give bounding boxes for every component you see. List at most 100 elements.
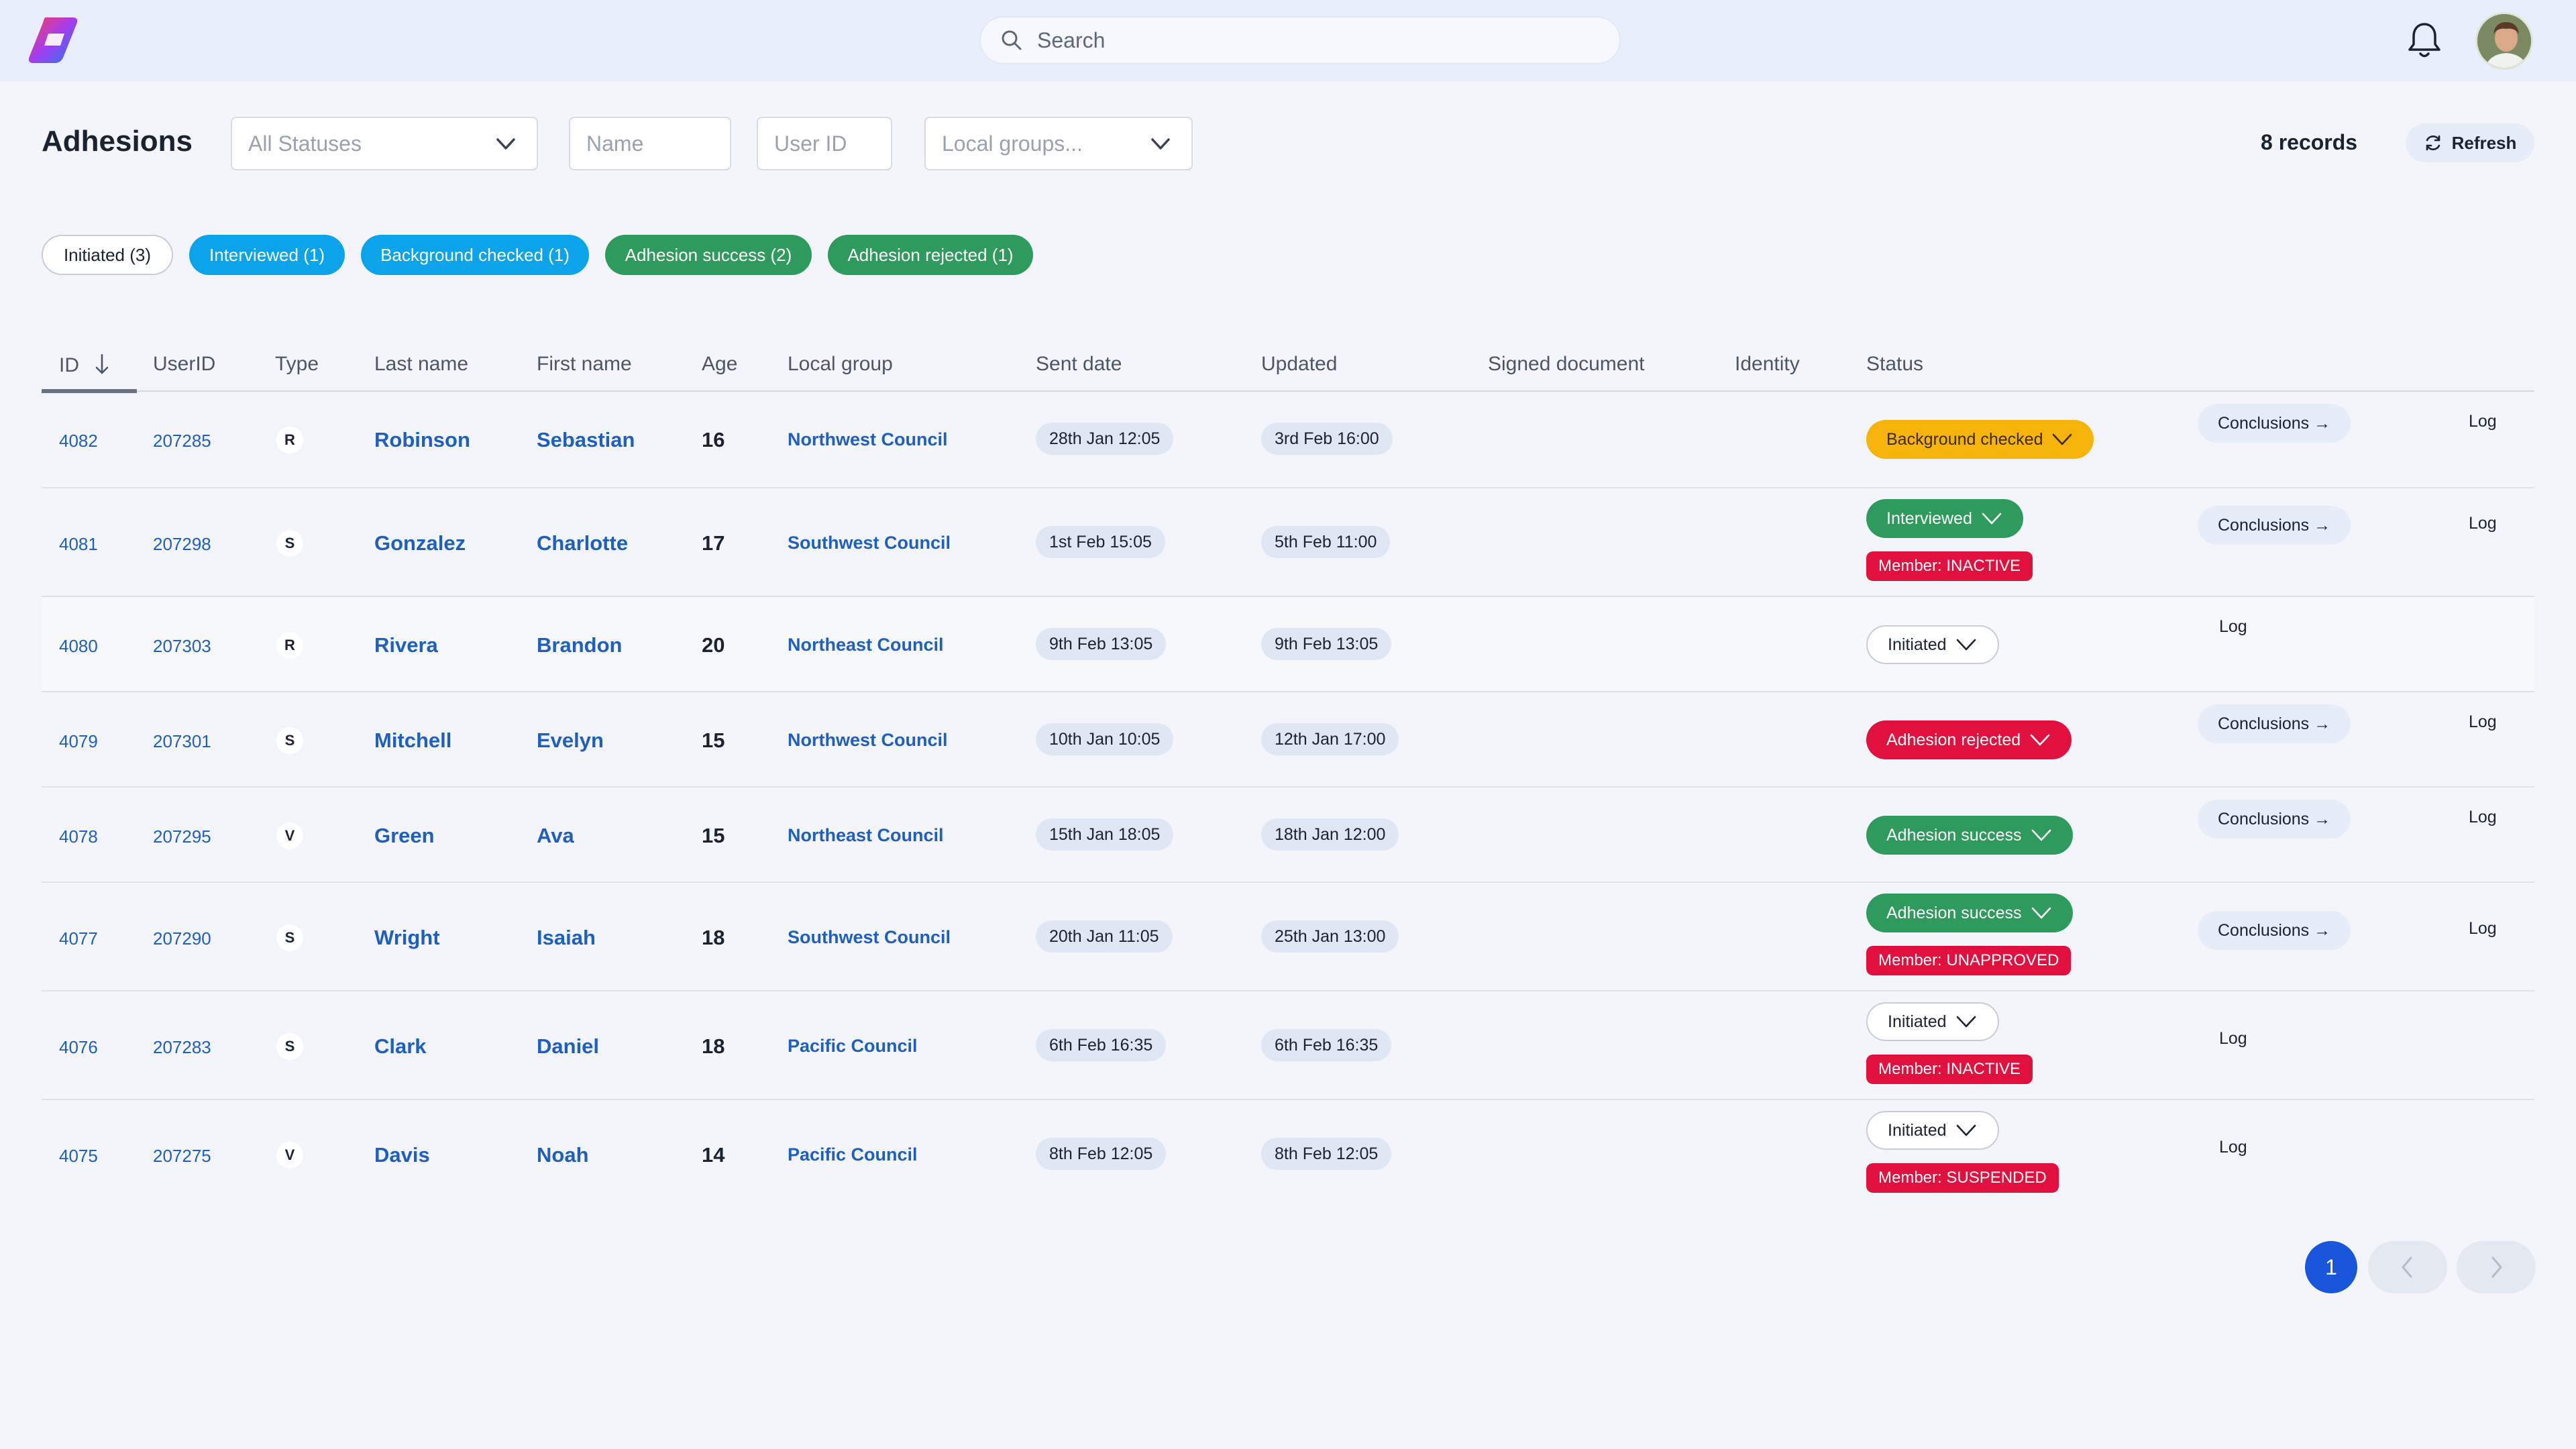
log-link[interactable]: Log xyxy=(2469,412,2497,431)
log-link[interactable]: Log xyxy=(2469,514,2497,533)
local-groups-select[interactable]: Local groups... xyxy=(924,117,1193,170)
table-row[interactable]: 4076 207283 S Clark Daniel 18 Pacific Co… xyxy=(42,991,2534,1100)
column-header-userid[interactable]: UserID xyxy=(153,353,216,375)
log-link[interactable]: Log xyxy=(2469,808,2497,826)
chip-background-checked[interactable]: Background checked (1) xyxy=(361,235,589,275)
column-header-last-name[interactable]: Last name xyxy=(374,353,469,375)
sort-down-icon[interactable] xyxy=(94,353,110,376)
status-dropdown[interactable]: Background checked xyxy=(1866,420,2094,459)
row-userid-link[interactable]: 207275 xyxy=(153,1146,211,1166)
column-header-id[interactable]: ID xyxy=(59,353,110,377)
row-id-link[interactable]: 4077 xyxy=(59,928,98,949)
table-row[interactable]: 4075 207275 V Davis Noah 14 Pacific Coun… xyxy=(42,1100,2534,1209)
pagination-page-button[interactable]: 1 xyxy=(2305,1241,2357,1293)
row-id-link[interactable]: 4079 xyxy=(59,731,98,751)
last-name-link[interactable]: Rivera xyxy=(374,633,438,657)
refresh-button[interactable]: Refresh xyxy=(2406,123,2534,162)
local-group-link[interactable]: Northwest Council xyxy=(788,429,948,449)
column-header-age[interactable]: Age xyxy=(702,353,738,375)
first-name-link[interactable]: Daniel xyxy=(537,1034,600,1058)
first-name-link[interactable]: Ava xyxy=(537,824,574,847)
pagination-previous-button[interactable] xyxy=(2368,1241,2447,1293)
first-name-link[interactable]: Brandon xyxy=(537,633,623,657)
status-dropdown[interactable]: Interviewed xyxy=(1866,499,2023,538)
table-row[interactable]: 4077 207290 S Wright Isaiah 18 Southwest… xyxy=(42,883,2534,991)
table-row[interactable]: 4078 207295 V Green Ava 15 Northeast Cou… xyxy=(42,788,2534,883)
column-header-signed-document[interactable]: Signed document xyxy=(1488,353,1645,375)
column-header-identity[interactable]: Identity xyxy=(1735,353,1800,375)
userid-filter-input[interactable] xyxy=(758,118,891,169)
last-name-link[interactable]: Mitchell xyxy=(374,729,452,752)
chip-adhesion-success[interactable]: Adhesion success (2) xyxy=(605,235,812,275)
first-name-link[interactable]: Noah xyxy=(537,1143,589,1167)
row-id-link[interactable]: 4082 xyxy=(59,431,98,451)
row-userid-link[interactable]: 207298 xyxy=(153,534,211,554)
column-header-updated[interactable]: Updated xyxy=(1261,353,1338,375)
table-row[interactable]: 4082 207285 R Robinson Sebastian 16 Nort… xyxy=(42,392,2534,488)
log-link[interactable]: Log xyxy=(2219,1138,2247,1157)
column-header-local-group[interactable]: Local group xyxy=(788,353,893,375)
status-dropdown[interactable]: Adhesion success xyxy=(1866,894,2073,932)
row-userid-link[interactable]: 207301 xyxy=(153,731,211,751)
row-userid-link[interactable]: 207285 xyxy=(153,431,211,451)
first-name-link[interactable]: Evelyn xyxy=(537,729,604,752)
local-group-link[interactable]: Southwest Council xyxy=(788,927,951,947)
first-name-link[interactable]: Sebastian xyxy=(537,428,635,451)
app-logo-icon[interactable] xyxy=(25,13,82,67)
local-group-link[interactable]: Northeast Council xyxy=(788,825,944,845)
row-userid-link[interactable]: 207290 xyxy=(153,928,211,949)
conclusions-button[interactable]: Conclusions → xyxy=(2198,506,2351,545)
first-name-link[interactable]: Isaiah xyxy=(537,926,596,949)
last-name-link[interactable]: Clark xyxy=(374,1034,427,1058)
row-id-link[interactable]: 4080 xyxy=(59,636,98,656)
local-group-link[interactable]: Pacific Council xyxy=(788,1144,918,1165)
local-group-link[interactable]: Pacific Council xyxy=(788,1036,918,1056)
last-name-link[interactable]: Robinson xyxy=(374,428,470,451)
conclusions-button[interactable]: Conclusions → xyxy=(2198,800,2351,839)
column-header-sent-date[interactable]: Sent date xyxy=(1036,353,1122,375)
log-link[interactable]: Log xyxy=(2469,712,2497,731)
status-filter-select[interactable]: All Statuses xyxy=(231,117,538,170)
first-name-link[interactable]: Charlotte xyxy=(537,531,629,555)
status-dropdown[interactable]: Initiated xyxy=(1866,1002,1999,1041)
chip-adhesion-rejected[interactable]: Adhesion rejected (1) xyxy=(828,235,1033,275)
table-row[interactable]: 4080 207303 R Rivera Brandon 20 Northeas… xyxy=(42,597,2534,692)
status-dropdown[interactable]: Initiated xyxy=(1866,625,1999,664)
row-userid-link[interactable]: 207283 xyxy=(153,1037,211,1057)
userid-filter-field[interactable] xyxy=(757,117,892,170)
table-row[interactable]: 4081 207298 S Gonzalez Charlotte 17 Sout… xyxy=(42,488,2534,597)
row-id-link[interactable]: 4081 xyxy=(59,534,98,554)
row-id-link[interactable]: 4078 xyxy=(59,826,98,847)
user-avatar[interactable] xyxy=(2475,12,2533,70)
local-group-link[interactable]: Southwest Council xyxy=(788,533,951,553)
local-group-link[interactable]: Northeast Council xyxy=(788,635,944,655)
row-userid-link[interactable]: 207303 xyxy=(153,636,211,656)
last-name-link[interactable]: Green xyxy=(374,824,435,847)
table-row[interactable]: 4079 207301 S Mitchell Evelyn 15 Northwe… xyxy=(42,692,2534,788)
local-group-link[interactable]: Northwest Council xyxy=(788,730,948,750)
last-name-link[interactable]: Wright xyxy=(374,926,440,949)
log-link[interactable]: Log xyxy=(2469,919,2497,938)
last-name-link[interactable]: Gonzalez xyxy=(374,531,466,555)
search-input[interactable] xyxy=(1037,28,1587,53)
pagination-next-button[interactable] xyxy=(2457,1241,2536,1293)
row-userid-link[interactable]: 207295 xyxy=(153,826,211,847)
column-header-type[interactable]: Type xyxy=(275,353,319,375)
last-name-link[interactable]: Davis xyxy=(374,1143,430,1167)
log-link[interactable]: Log xyxy=(2219,1029,2247,1048)
chip-interviewed[interactable]: Interviewed (1) xyxy=(189,235,345,275)
name-filter-field[interactable] xyxy=(569,117,731,170)
notifications-bell-icon[interactable] xyxy=(2406,20,2443,60)
row-id-link[interactable]: 4076 xyxy=(59,1037,98,1057)
conclusions-button[interactable]: Conclusions → xyxy=(2198,704,2351,743)
conclusions-button[interactable]: Conclusions → xyxy=(2198,404,2351,443)
chip-initiated[interactable]: Initiated (3) xyxy=(42,235,173,275)
search-bar[interactable] xyxy=(979,16,1621,64)
status-dropdown[interactable]: Initiated xyxy=(1866,1111,1999,1150)
column-header-status[interactable]: Status xyxy=(1866,353,1924,375)
status-dropdown[interactable]: Adhesion rejected xyxy=(1866,720,2072,759)
column-header-first-name[interactable]: First name xyxy=(537,353,632,375)
name-filter-input[interactable] xyxy=(570,118,730,169)
log-link[interactable]: Log xyxy=(2219,617,2247,636)
row-id-link[interactable]: 4075 xyxy=(59,1146,98,1166)
